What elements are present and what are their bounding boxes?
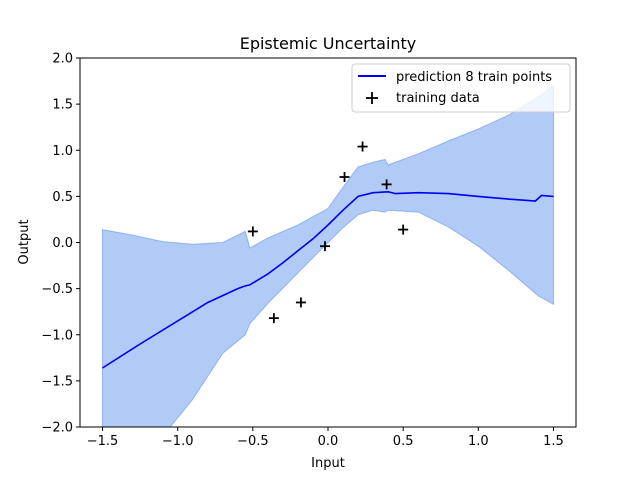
y-tick-label: 1.0 bbox=[52, 144, 73, 159]
legend: prediction 8 train points training data bbox=[351, 63, 571, 113]
plot-area bbox=[102, 84, 554, 427]
y-tick-label: 2.0 bbox=[52, 52, 73, 67]
legend-marker-training bbox=[366, 92, 378, 104]
y-tick-label: 0.5 bbox=[52, 190, 73, 205]
y-tick-label: −2.0 bbox=[41, 421, 73, 436]
x-tick-label: 0.5 bbox=[393, 434, 414, 449]
x-axis-label: Input bbox=[311, 456, 345, 471]
chart-title: Epistemic Uncertainty bbox=[240, 34, 417, 53]
x-tick-label: −1.0 bbox=[162, 434, 194, 449]
training-data-point bbox=[339, 172, 350, 183]
x-tick-label: 1.5 bbox=[543, 434, 564, 449]
y-tick-label: 1.5 bbox=[52, 98, 73, 113]
y-axis-label: Output bbox=[17, 219, 32, 264]
training-data-point bbox=[398, 224, 409, 235]
training-data-point bbox=[357, 141, 368, 152]
y-tick-label: 0.0 bbox=[52, 236, 73, 251]
legend-box bbox=[351, 63, 571, 113]
training-data-point bbox=[319, 241, 330, 252]
x-tick-label: −1.5 bbox=[87, 434, 119, 449]
y-tick-label: −0.5 bbox=[41, 282, 73, 297]
y-tick-label: −1.5 bbox=[41, 374, 73, 389]
training-data-point bbox=[295, 297, 306, 308]
y-tick-label: −1.0 bbox=[41, 328, 73, 343]
x-tick-label: 1.0 bbox=[468, 434, 489, 449]
legend-entry-training-data: training data bbox=[396, 91, 480, 106]
uncertainty-band bbox=[102, 84, 554, 427]
axes: −1.5 −1.0 −0.5 0.0 0.5 1.0 1.5 −2.0 −1.5 −1.0 −0.5… bbox=[41, 52, 577, 449]
prediction-line bbox=[102, 190, 554, 369]
training-data-point bbox=[268, 313, 279, 324]
x-tick-label: −0.5 bbox=[237, 434, 269, 449]
training-data-point bbox=[247, 226, 258, 237]
training-data-point bbox=[381, 179, 392, 190]
legend-entry-prediction: prediction 8 train points bbox=[396, 70, 552, 85]
x-tick-label: 0.0 bbox=[318, 434, 339, 449]
